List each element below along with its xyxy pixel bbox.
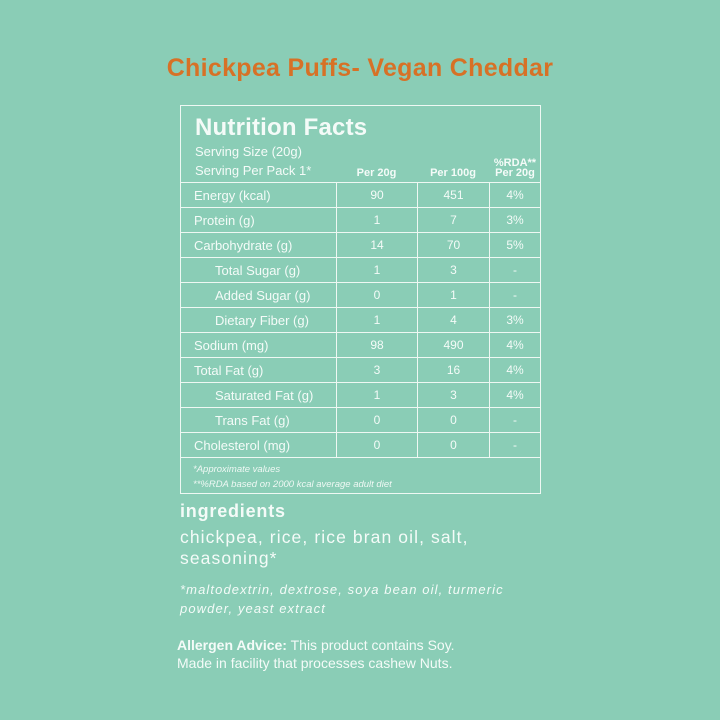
nutrient-label: Cholesterol (mg)	[194, 437, 291, 453]
value-per-20g: 3	[336, 358, 417, 382]
value-per-100g: 4	[417, 308, 489, 332]
product-title: Chickpea Puffs- Vegan Cheddar	[166, 54, 554, 82]
value-per-20g: 90	[336, 183, 417, 207]
nutrient-label: Saturated Fat (g)	[215, 387, 314, 403]
value-rda: 4%	[489, 333, 540, 357]
nutrient-label: Added Sugar (g)	[215, 287, 311, 303]
nutrient-label: Carbohydrate (g)	[194, 237, 293, 253]
value-rda: -	[489, 258, 540, 282]
nutrient-label: Total Fat (g)	[194, 362, 264, 378]
value-per-100g: 3	[417, 258, 489, 282]
value-rda: -	[489, 433, 540, 457]
value-per-100g: 0	[417, 433, 489, 457]
nutrition-facts-heading: Nutrition Facts	[195, 114, 368, 141]
allergen-label: Allergen Advice:	[177, 637, 287, 653]
column-header-per-20g: Per 20g	[356, 167, 397, 179]
value-per-100g: 451	[417, 183, 489, 207]
nutrition-facts-table: Nutrition Facts Serving Size (20g) Servi…	[180, 105, 541, 494]
value-per-20g: 1	[336, 258, 417, 282]
nutrient-label: Dietary Fiber (g)	[215, 312, 309, 328]
footnote-rda: **%RDA based on 2000 kcal average adult …	[193, 479, 392, 490]
value-rda: 4%	[489, 383, 540, 407]
column-header-rda: %RDA** Per 20g	[489, 157, 541, 179]
allergen-advice: Allergen Advice: This product contains S…	[177, 636, 577, 672]
value-per-100g: 490	[417, 333, 489, 357]
table-footnotes: *Approximate values **%RDA based on 2000…	[193, 462, 392, 492]
table-row: Total Fat (g) 3 16 4%	[181, 358, 540, 383]
table-row: Dietary Fiber (g) 1 4 3%	[181, 308, 540, 333]
table-row: Carbohydrate (g) 14 70 5%	[181, 233, 540, 258]
nutrient-label: Energy (kcal)	[194, 187, 271, 203]
value-per-20g: 1	[336, 208, 417, 232]
value-per-20g: 0	[336, 283, 417, 307]
nutrient-label: Total Sugar (g)	[215, 262, 301, 278]
value-rda: 3%	[489, 308, 540, 332]
value-per-20g: 1	[336, 383, 417, 407]
rda-header-line1: %RDA**	[493, 157, 537, 169]
column-header-per-100g: Per 100g	[430, 167, 476, 179]
table-row: Cholesterol (mg) 0 0 -	[181, 433, 540, 458]
nutrition-header: Nutrition Facts Serving Size (20g) Servi…	[181, 106, 540, 183]
value-per-100g: 1	[417, 283, 489, 307]
serving-size: Serving Size (20g)	[195, 144, 302, 159]
seasoning-note: *maltodextrin, dextrose, soya bean oil, …	[180, 582, 504, 616]
value-per-100g: 3	[417, 383, 489, 407]
value-per-100g: 0	[417, 408, 489, 432]
value-rda: 4%	[489, 183, 540, 207]
allergen-line-1: Allergen Advice: This product contains S…	[177, 636, 577, 654]
rda-header-line2: Per 20g	[495, 167, 535, 179]
nutrient-label: Trans Fat (g)	[215, 412, 290, 428]
nutrient-label: Sodium (mg)	[194, 337, 269, 353]
value-rda: 3%	[489, 208, 540, 232]
table-row: Saturated Fat (g) 1 3 4%	[181, 383, 540, 408]
allergen-line-2: Made in facility that processes cashew N…	[177, 655, 453, 671]
table-row: Total Sugar (g) 1 3 -	[181, 258, 540, 283]
table-row: Sodium (mg) 98 490 4%	[181, 333, 540, 358]
table-row: Energy (kcal) 90 451 4%	[181, 183, 540, 208]
footnote-approximate: *Approximate values	[193, 464, 281, 475]
table-row: Added Sugar (g) 0 1 -	[181, 283, 540, 308]
value-rda: -	[489, 283, 540, 307]
value-per-100g: 70	[417, 233, 489, 257]
ingredients-heading: ingredients	[180, 501, 286, 521]
value-per-20g: 0	[336, 408, 417, 432]
table-row: Protein (g) 1 7 3%	[181, 208, 540, 233]
value-per-20g: 1	[336, 308, 417, 332]
value-rda: 5%	[489, 233, 540, 257]
serving-per-pack: Serving Per Pack 1*	[195, 163, 312, 178]
value-per-20g: 98	[336, 333, 417, 357]
nutrition-rows: Energy (kcal) 90 451 4% Protein (g) 1 7 …	[181, 183, 540, 458]
value-rda: 4%	[489, 358, 540, 382]
nutrient-label: Protein (g)	[194, 212, 255, 228]
value-per-100g: 16	[417, 358, 489, 382]
value-per-100g: 7	[417, 208, 489, 232]
value-per-20g: 14	[336, 233, 417, 257]
table-row: Trans Fat (g) 0 0 -	[181, 408, 540, 433]
allergen-text: This product contains Soy.	[286, 637, 455, 653]
value-per-20g: 0	[336, 433, 417, 457]
value-rda: -	[489, 408, 540, 432]
ingredients-list: chickpea, rice, rice bran oil, salt, sea…	[180, 527, 469, 568]
